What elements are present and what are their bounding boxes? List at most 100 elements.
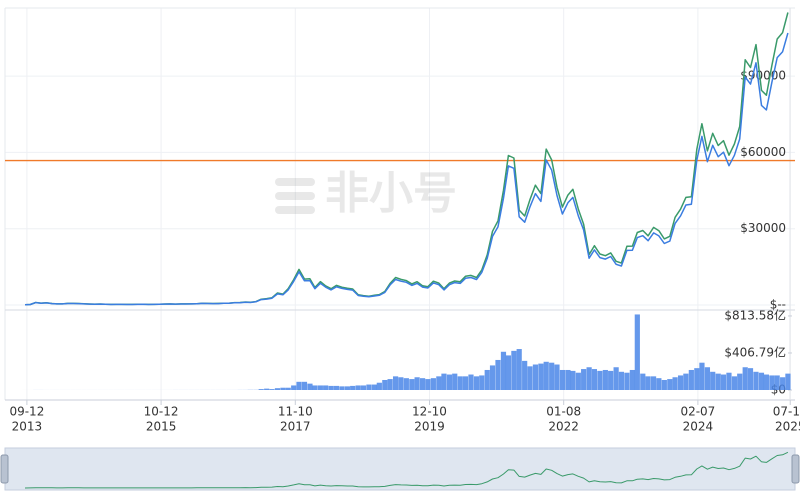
volume-bar bbox=[441, 373, 447, 390]
volume-bar bbox=[591, 369, 598, 390]
volume-bar bbox=[581, 369, 587, 390]
volume-bar bbox=[624, 372, 630, 390]
volume-bar bbox=[392, 376, 399, 390]
volume-bar bbox=[785, 373, 791, 390]
volume-bar bbox=[559, 369, 566, 390]
volume-bar bbox=[699, 362, 705, 390]
volume-bar bbox=[694, 368, 700, 390]
volume-bar bbox=[570, 370, 576, 390]
x-tick-label: 12-10 bbox=[412, 405, 447, 419]
volume-bar bbox=[549, 362, 555, 390]
volume-bar bbox=[780, 377, 786, 390]
volume-bar bbox=[640, 373, 646, 390]
volume-bar bbox=[366, 384, 372, 390]
volume-bar bbox=[753, 371, 759, 390]
volume-bar bbox=[414, 377, 420, 390]
watermark-text: 非小号 bbox=[325, 168, 457, 219]
volume-tick-label: $813.58亿 bbox=[724, 307, 786, 322]
volume-bar bbox=[420, 378, 426, 390]
volume-bar bbox=[650, 376, 657, 390]
navigator[interactable] bbox=[4, 447, 796, 491]
volume-bar bbox=[457, 376, 463, 390]
volume-bar bbox=[296, 381, 302, 390]
volume-bar bbox=[527, 366, 533, 390]
volume-bar bbox=[323, 385, 329, 390]
volume-bar bbox=[758, 372, 765, 390]
watermark-logo bbox=[275, 206, 315, 214]
volume-bar bbox=[720, 374, 727, 390]
volume-bar bbox=[742, 367, 748, 390]
volume-bar bbox=[291, 385, 297, 390]
watermark-logo bbox=[275, 192, 315, 200]
volume-bar bbox=[731, 376, 738, 390]
volume-bar bbox=[264, 388, 270, 390]
x-tick-label: 2013 bbox=[12, 420, 43, 434]
volume-bar bbox=[382, 379, 388, 390]
navigator-handle[interactable] bbox=[791, 454, 800, 484]
volume-bar bbox=[763, 374, 769, 390]
volume-bar bbox=[452, 373, 458, 390]
volume-bar bbox=[473, 376, 480, 390]
volume-bar bbox=[618, 371, 625, 390]
volume-bar bbox=[479, 375, 485, 390]
volume-bar bbox=[436, 376, 442, 390]
x-tick-label: 02-07 bbox=[680, 405, 715, 419]
volume-bar bbox=[484, 369, 490, 390]
x-tick-label: 2015 bbox=[146, 420, 177, 434]
volume-bar bbox=[333, 385, 340, 390]
volume-tick-label: $406.79亿 bbox=[724, 344, 786, 359]
volume-bar bbox=[726, 372, 732, 390]
volume-bar bbox=[597, 370, 603, 390]
volume-bar bbox=[629, 369, 635, 390]
volume-bar bbox=[715, 373, 721, 390]
volume-bar bbox=[774, 375, 780, 390]
x-tick-label: 07-14 bbox=[773, 405, 800, 419]
volume-bar bbox=[532, 364, 539, 390]
volume-bar bbox=[769, 375, 775, 390]
x-tick-label: 2024 bbox=[683, 420, 714, 434]
volume-bar bbox=[613, 367, 619, 390]
volume-bar bbox=[634, 314, 640, 390]
volume-bar bbox=[602, 369, 608, 390]
volume-bar bbox=[575, 372, 581, 390]
x-tick-label: 2019 bbox=[414, 420, 445, 434]
x-tick-label: 10-12 bbox=[144, 405, 179, 419]
volume-bar bbox=[387, 379, 393, 390]
volume-bar bbox=[677, 375, 684, 390]
volume-bar bbox=[446, 374, 453, 390]
x-tick-label: 11-10 bbox=[278, 405, 313, 419]
watermark: 非小号 bbox=[275, 168, 457, 219]
navigator-handle[interactable] bbox=[0, 454, 9, 484]
volume-bar bbox=[672, 377, 678, 390]
navigator-line bbox=[24, 451, 789, 489]
x-tick-label: 2017 bbox=[280, 420, 311, 434]
volume-bar bbox=[667, 379, 673, 390]
volume-bar bbox=[403, 378, 409, 390]
x-tick-label: 2022 bbox=[548, 420, 579, 434]
volume-bar bbox=[344, 386, 350, 390]
volume-bar bbox=[704, 367, 711, 390]
volume-bar bbox=[688, 369, 694, 390]
volume-bar bbox=[565, 369, 571, 390]
volume-bar bbox=[430, 378, 436, 390]
volume-bar bbox=[376, 382, 382, 390]
volume-bar bbox=[301, 381, 308, 390]
volume-bar bbox=[505, 355, 512, 390]
y-tick-label: $60000 bbox=[740, 145, 786, 159]
y-tick-label: $30000 bbox=[740, 221, 786, 235]
volume-bar bbox=[425, 379, 431, 390]
volume-bar bbox=[656, 378, 662, 390]
x-tick-label: 09-12 bbox=[9, 405, 44, 419]
volume-bar bbox=[683, 373, 689, 390]
volume-bar bbox=[398, 377, 404, 390]
volume-bar bbox=[543, 361, 549, 390]
volume-bar bbox=[468, 374, 474, 390]
watermark-logo bbox=[275, 178, 315, 186]
volume-bar bbox=[710, 371, 716, 390]
volume-bar bbox=[737, 373, 743, 390]
volume-bar bbox=[522, 360, 528, 390]
volume-bar bbox=[500, 351, 507, 390]
volume-bar bbox=[371, 384, 377, 390]
